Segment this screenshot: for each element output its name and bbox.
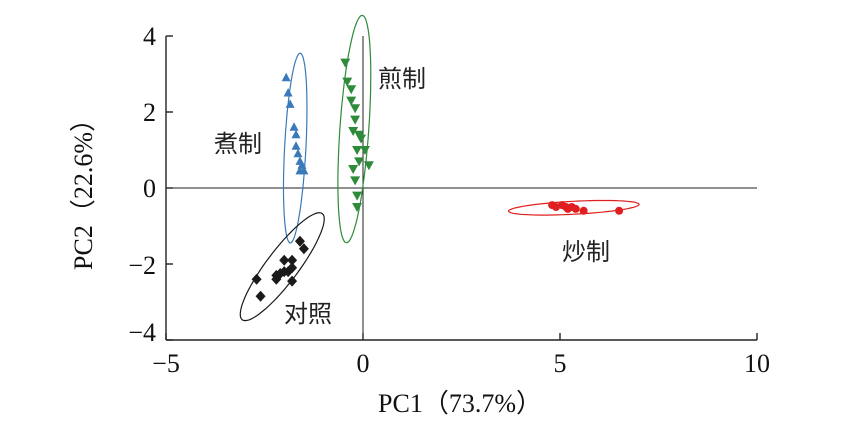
data-point [281, 72, 291, 82]
confidence-ellipse [507, 199, 640, 216]
group-label-control: 对照 [284, 300, 332, 328]
data-point [359, 146, 370, 155]
y-tick-label: 4 [143, 22, 156, 51]
data-point [354, 157, 365, 167]
data-point [279, 266, 290, 278]
data-point [279, 254, 290, 266]
data-point [615, 206, 624, 215]
y-tick-label: −4 [128, 318, 156, 347]
data-point [271, 273, 282, 285]
x-tick-label: 10 [744, 349, 770, 378]
confidence-ellipse [239, 212, 325, 322]
group-label-pan-fried: 煎制 [378, 65, 426, 93]
data-point [350, 104, 361, 114]
x-tick-label: 0 [357, 349, 370, 378]
data-point [352, 146, 363, 155]
group-label-stir-fried: 炒制 [562, 238, 610, 266]
data-point [342, 77, 353, 87]
data-point [255, 290, 266, 302]
group-label-boiled: 煮制 [214, 130, 262, 158]
data-point [363, 161, 374, 171]
x-axis-title: PC1（73.7%） [378, 389, 542, 418]
data-point [346, 96, 357, 106]
data-point [287, 275, 298, 287]
confidence-ellipse [282, 52, 308, 244]
data-point [571, 204, 580, 213]
data-point [283, 88, 293, 97]
data-point [352, 203, 363, 212]
y-tick-label: 2 [143, 98, 156, 127]
data-point [348, 127, 359, 136]
data-point [350, 115, 361, 125]
x-tick-label: 5 [554, 349, 567, 378]
data-point [287, 254, 298, 266]
data-point [348, 165, 359, 174]
data-point [350, 176, 361, 186]
data-point [291, 129, 301, 139]
data-point [291, 141, 301, 150]
data-point [293, 148, 303, 158]
data-point [346, 85, 357, 95]
x-tick-label: −5 [152, 349, 180, 378]
data-point [356, 134, 367, 144]
data-point [579, 206, 588, 215]
data-point [352, 191, 363, 201]
data-point [340, 58, 351, 68]
data-point [285, 99, 295, 108]
x-tick-labels: −5 0 5 10 [152, 349, 770, 378]
data-point [299, 165, 309, 175]
data-point [294, 235, 305, 247]
y-tick-label: −2 [128, 251, 156, 280]
data-point [289, 122, 299, 131]
data-point [251, 273, 262, 285]
y-tick-labels: −4 −2 0 2 4 [128, 22, 156, 347]
y-axis-title: PC2（22.6%） [69, 106, 98, 270]
y-tick-label: 0 [143, 174, 156, 203]
confidence-ellipse [337, 14, 372, 244]
plot-area [165, 14, 758, 341]
data-point [298, 243, 309, 255]
